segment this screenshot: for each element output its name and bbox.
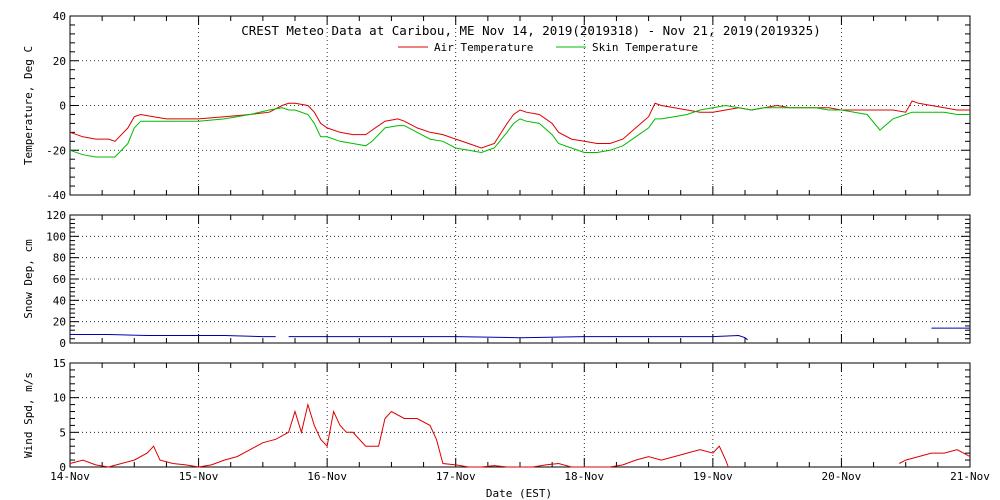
legend-air-temperature-label: Air Temperature (434, 41, 533, 54)
snow-depth-line-segment-1 (70, 334, 276, 338)
y-tick-label: 0 (59, 461, 66, 474)
x-axis-ticks: 14-Nov 15-Nov 16-Nov 17-Nov 18-Nov 19-Nov 20-N… (50, 470, 990, 483)
y-tick-label: 10 (53, 392, 66, 405)
temperature-y-axis-label: Temperature, Deg C (22, 46, 35, 165)
y-tick-label: 0 (59, 337, 66, 350)
y-tick-label: 0 (59, 100, 66, 113)
snow-depth-panel: 120 100 80 60 40 20 0 Snow Dep, cm (22, 209, 971, 350)
y-tick-label: 40 (53, 10, 66, 23)
y-tick-label: -20 (46, 144, 66, 157)
wind-speed-y-axis-label: Wind Spd, m/s (22, 372, 35, 458)
x-tick-label: 21-Nov (950, 470, 990, 483)
snow-depth-y-axis-label: Snow Dep, cm (22, 239, 35, 319)
skin-temperature-line (69, 104, 970, 158)
temperature-frame (69, 15, 971, 196)
x-axis-label: Date (EST) (486, 487, 552, 500)
x-tick-label: 15-Nov (179, 470, 219, 483)
y-tick-label: 100 (46, 230, 66, 243)
y-tick-label: 60 (53, 273, 66, 286)
legend: Air Temperature Skin Temperature (398, 41, 698, 54)
y-tick-label: 5 (59, 426, 66, 439)
chart-title: CREST Meteo Data at Caribou, ME Nov 14, … (241, 23, 820, 38)
air-temperature-line (69, 100, 970, 149)
y-tick-label: 20 (53, 316, 66, 329)
x-tick-label: 17-Nov (436, 470, 476, 483)
x-tick-label: 19-Nov (693, 470, 733, 483)
x-tick-label: 16-Nov (307, 470, 347, 483)
snow-depth-grid (70, 215, 970, 343)
y-tick-label: -40 (46, 189, 66, 202)
x-tick-label: 20-Nov (822, 470, 862, 483)
y-tick-label: 20 (53, 55, 66, 68)
y-tick-label: 40 (53, 294, 66, 307)
wind-speed-frame (69, 362, 971, 468)
x-tick-label: 14-Nov (50, 470, 90, 483)
wind-speed-minor-ticks (69, 362, 971, 468)
legend-skin-temperature: Skin Temperature (556, 41, 698, 54)
wind-speed-line-segment-1 (69, 402, 729, 468)
y-tick-label: 120 (46, 209, 66, 222)
wind-speed-grid (70, 363, 970, 467)
x-tick-label: 18-Nov (564, 470, 604, 483)
wind-speed-line-segment-2 (899, 449, 971, 464)
wind-speed-panel: 15 10 5 0 Wind Spd, m/s (22, 357, 971, 474)
y-tick-label: 80 (53, 252, 66, 265)
legend-skin-temperature-label: Skin Temperature (592, 41, 698, 54)
temperature-panel: 40 20 0 -20 -40 Temperature, Deg C (22, 10, 971, 202)
snow-depth-frame (69, 214, 971, 344)
y-tick-label: 15 (53, 357, 66, 370)
legend-air-temperature: Air Temperature (398, 41, 533, 54)
snow-depth-line-segment-2 (288, 334, 748, 341)
